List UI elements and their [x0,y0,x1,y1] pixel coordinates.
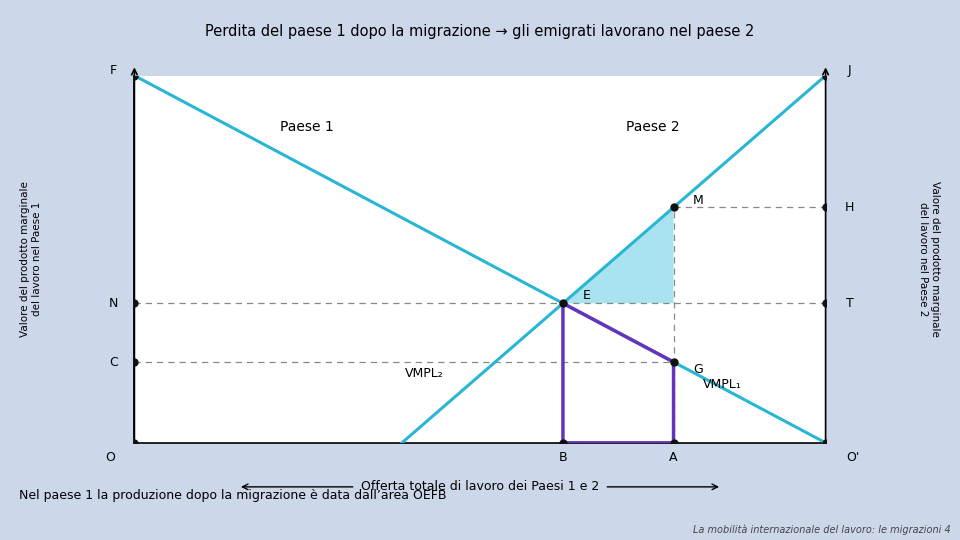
Polygon shape [563,207,674,303]
Text: Paese 1: Paese 1 [280,120,334,134]
Text: G: G [693,363,703,376]
Text: B: B [559,451,567,464]
Text: T: T [846,297,853,310]
Text: E: E [583,289,591,302]
Text: Offerta totale di lavoro dei Paesi 1 e 2: Offerta totale di lavoro dei Paesi 1 e 2 [361,481,599,494]
Text: Paese 2: Paese 2 [626,120,680,134]
Text: A: A [669,451,678,464]
Text: Valore del prodotto marginale
del lavoro nel Paese 2: Valore del prodotto marginale del lavoro… [919,181,940,337]
Text: M: M [692,193,703,207]
Text: La mobilità internazionale del lavoro: le migrazioni 4: La mobilità internazionale del lavoro: l… [693,524,950,535]
Text: C: C [109,355,118,368]
Text: Perdita del paese 1 dopo la migrazione → gli emigrati lavorano nel paese 2: Perdita del paese 1 dopo la migrazione →… [205,24,755,39]
Text: J: J [848,64,852,77]
Text: Valore del prodotto marginale
del lavoro nel Paese 1: Valore del prodotto marginale del lavoro… [20,181,41,337]
Text: O: O [106,451,115,464]
Text: VMPL₂: VMPL₂ [405,367,444,380]
Text: VMPL₁: VMPL₁ [703,377,741,391]
Text: N: N [109,297,118,310]
Text: Nel paese 1 la produzione dopo la migrazione è data dall’area OEFB: Nel paese 1 la produzione dopo la migraz… [19,489,446,502]
Text: F: F [110,64,117,77]
Text: H: H [845,201,854,214]
Text: O': O' [847,451,860,464]
